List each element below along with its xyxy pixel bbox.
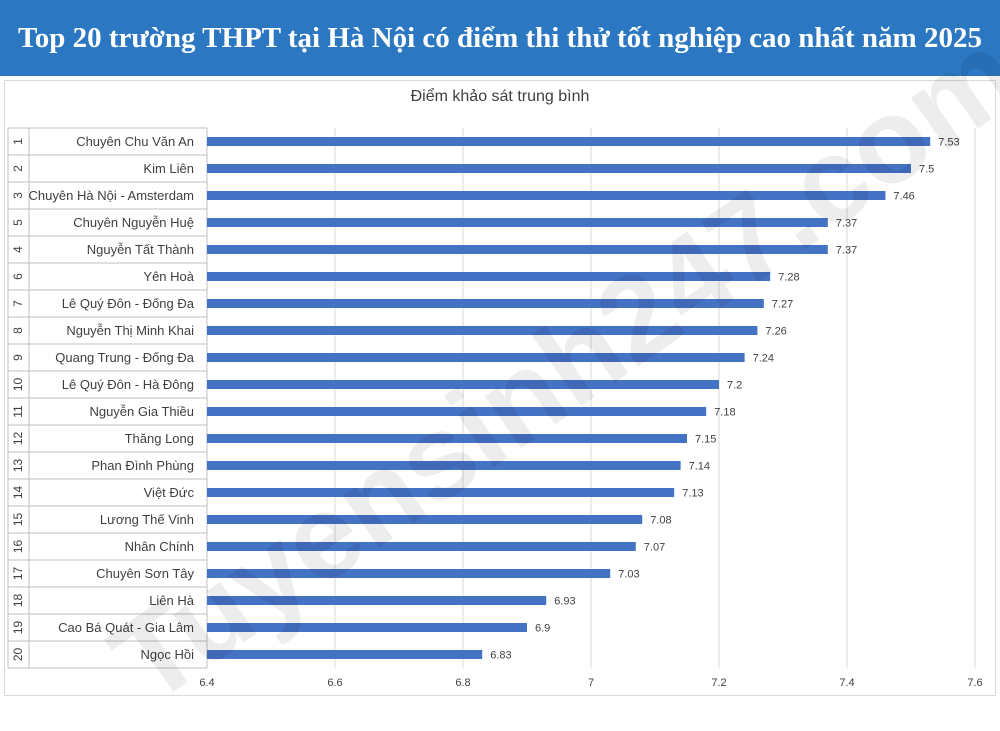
rank-label: 1 bbox=[11, 138, 25, 145]
data-label: 6.83 bbox=[490, 650, 511, 662]
rank-label: 17 bbox=[11, 567, 25, 581]
rank-label: 7 bbox=[11, 300, 25, 307]
rank-label: 15 bbox=[11, 513, 25, 527]
category-label: Chuyên Chu Văn An bbox=[76, 134, 194, 149]
bar bbox=[207, 650, 483, 659]
x-tick-label: 7 bbox=[588, 677, 594, 689]
category-label: Kim Liên bbox=[143, 161, 194, 176]
category-label: Lê Quý Đôn - Hà Đông bbox=[62, 377, 194, 392]
category-label: Nguyễn Gia Thiều bbox=[89, 404, 194, 419]
data-label: 7.18 bbox=[714, 407, 735, 419]
category-label: Cao Bá Quát - Gia Lâm bbox=[58, 620, 194, 635]
category-label: Chuyên Sơn Tây bbox=[96, 566, 194, 581]
data-label: 6.9 bbox=[535, 623, 550, 635]
category-label: Ngọc Hồi bbox=[141, 647, 195, 662]
bar bbox=[207, 326, 758, 335]
data-label: 7.24 bbox=[753, 353, 774, 365]
category-label: Liên Hà bbox=[149, 593, 195, 608]
rank-label: 8 bbox=[11, 327, 25, 334]
bar bbox=[207, 515, 643, 524]
rank-label: 11 bbox=[11, 405, 25, 418]
chart-title: Điểm khảo sát trung bình bbox=[410, 88, 590, 105]
header-bar: Top 20 trường THPT tại Hà Nội có điểm th… bbox=[0, 0, 1000, 76]
data-label: 7.13 bbox=[682, 488, 703, 500]
x-tick-label: 6.8 bbox=[455, 677, 470, 689]
x-tick-label: 6.6 bbox=[327, 677, 342, 689]
bar bbox=[207, 353, 745, 362]
bar bbox=[207, 218, 828, 227]
rank-label: 14 bbox=[11, 486, 25, 500]
rank-label: 5 bbox=[11, 219, 25, 226]
data-label: 7.03 bbox=[618, 569, 639, 581]
rank-label: 16 bbox=[11, 540, 25, 554]
bar bbox=[207, 299, 764, 308]
rank-label: 12 bbox=[11, 432, 25, 446]
category-label: Thăng Long bbox=[125, 431, 194, 446]
bar bbox=[207, 272, 771, 281]
category-label: Quang Trung - Đống Đa bbox=[55, 350, 195, 365]
data-label: 7.2 bbox=[727, 380, 742, 392]
data-label: 7.28 bbox=[778, 272, 799, 284]
page-title: Top 20 trường THPT tại Hà Nội có điểm th… bbox=[18, 22, 982, 54]
category-label: Lương Thế Vinh bbox=[100, 512, 194, 527]
rank-label: 6 bbox=[11, 273, 25, 280]
bar bbox=[207, 191, 886, 200]
data-label: 7.26 bbox=[765, 326, 786, 338]
rank-label: 4 bbox=[11, 246, 25, 253]
x-tick-label: 7.2 bbox=[711, 677, 726, 689]
category-label: Chuyên Hà Nội - Amsterdam bbox=[29, 188, 194, 203]
category-label: Nhân Chính bbox=[125, 539, 194, 554]
data-label: 7.14 bbox=[689, 461, 710, 473]
bar bbox=[207, 542, 636, 551]
data-label: 7.53 bbox=[938, 137, 959, 149]
data-label: 7.27 bbox=[772, 299, 793, 311]
rank-label: 3 bbox=[11, 192, 25, 199]
data-label: 6.93 bbox=[554, 596, 575, 608]
x-tick-label: 6.4 bbox=[199, 677, 214, 689]
rank-label: 9 bbox=[11, 354, 25, 361]
bar bbox=[207, 596, 547, 605]
category-label: Yên Hoà bbox=[143, 269, 194, 284]
bar-chart: 1 Chuyên Chu Văn An 7.532 Kim Liên 7.53 Chuyê… bbox=[7, 127, 983, 689]
category-label: Việt Đức bbox=[144, 485, 195, 500]
rank-label: 2 bbox=[11, 165, 25, 172]
category-label: Nguyễn Tất Thành bbox=[87, 242, 194, 257]
bar bbox=[207, 380, 719, 389]
bar bbox=[207, 137, 931, 146]
rank-label: 10 bbox=[11, 378, 25, 392]
category-label: Phan Đình Phùng bbox=[91, 458, 194, 473]
rank-label: 19 bbox=[11, 621, 25, 635]
bar bbox=[207, 407, 707, 416]
data-label: 7.5 bbox=[919, 164, 934, 176]
rank-label: 20 bbox=[11, 648, 25, 662]
bar bbox=[207, 569, 611, 578]
data-label: 7.08 bbox=[650, 515, 671, 527]
x-tick-label: 7.6 bbox=[967, 677, 982, 689]
bar bbox=[207, 623, 527, 632]
bar bbox=[207, 461, 681, 470]
data-label: 7.37 bbox=[836, 245, 857, 257]
bar bbox=[207, 245, 828, 254]
category-label: Nguyễn Thị Minh Khai bbox=[66, 323, 194, 338]
data-label: 7.15 bbox=[695, 434, 716, 446]
data-label: 7.07 bbox=[644, 542, 665, 554]
category-label: Lê Quý Đôn - Đống Đa bbox=[62, 296, 195, 311]
x-tick-label: 7.4 bbox=[839, 677, 854, 689]
rank-label: 18 bbox=[11, 594, 25, 608]
data-label: 7.37 bbox=[836, 218, 857, 230]
bar bbox=[207, 488, 675, 497]
rank-label: 13 bbox=[11, 459, 25, 473]
data-label: 7.46 bbox=[893, 191, 914, 203]
bar bbox=[207, 164, 911, 173]
bar bbox=[207, 434, 687, 443]
category-label: Chuyên Nguyễn Huệ bbox=[73, 215, 194, 230]
